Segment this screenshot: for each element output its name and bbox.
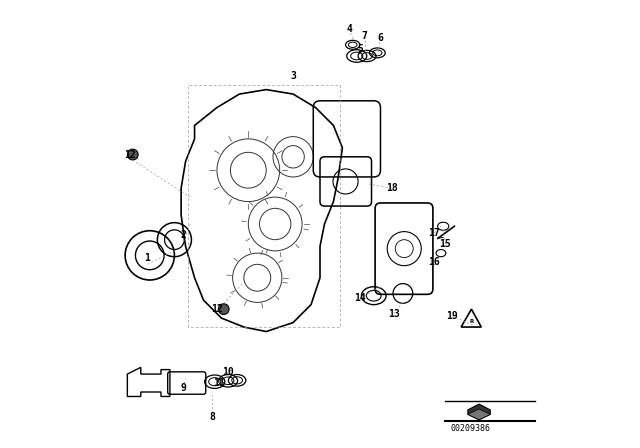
Circle shape xyxy=(218,304,229,314)
Text: 12: 12 xyxy=(211,304,223,314)
Text: 00209386: 00209386 xyxy=(451,424,490,433)
Text: 16: 16 xyxy=(428,257,440,267)
Text: 10: 10 xyxy=(222,367,234,377)
Text: 3: 3 xyxy=(290,71,296,81)
Polygon shape xyxy=(468,409,490,420)
Text: 18: 18 xyxy=(386,183,397,193)
Text: R: R xyxy=(469,319,474,324)
Text: 13: 13 xyxy=(388,309,400,319)
Text: 15: 15 xyxy=(440,239,451,249)
Text: 2: 2 xyxy=(180,230,186,240)
Text: 12: 12 xyxy=(124,150,136,159)
Text: 9: 9 xyxy=(180,383,186,392)
Polygon shape xyxy=(468,404,490,420)
Text: 4: 4 xyxy=(346,24,352,34)
Text: 1: 1 xyxy=(145,253,150,263)
Text: 8: 8 xyxy=(209,412,216,422)
Text: 6: 6 xyxy=(378,33,383,43)
Text: 11: 11 xyxy=(213,378,225,388)
Text: 14: 14 xyxy=(355,293,366,303)
Text: 7: 7 xyxy=(362,31,368,41)
Text: 19: 19 xyxy=(446,311,458,321)
Text: 5: 5 xyxy=(357,44,364,54)
Text: 17: 17 xyxy=(428,228,440,238)
Circle shape xyxy=(127,149,138,160)
